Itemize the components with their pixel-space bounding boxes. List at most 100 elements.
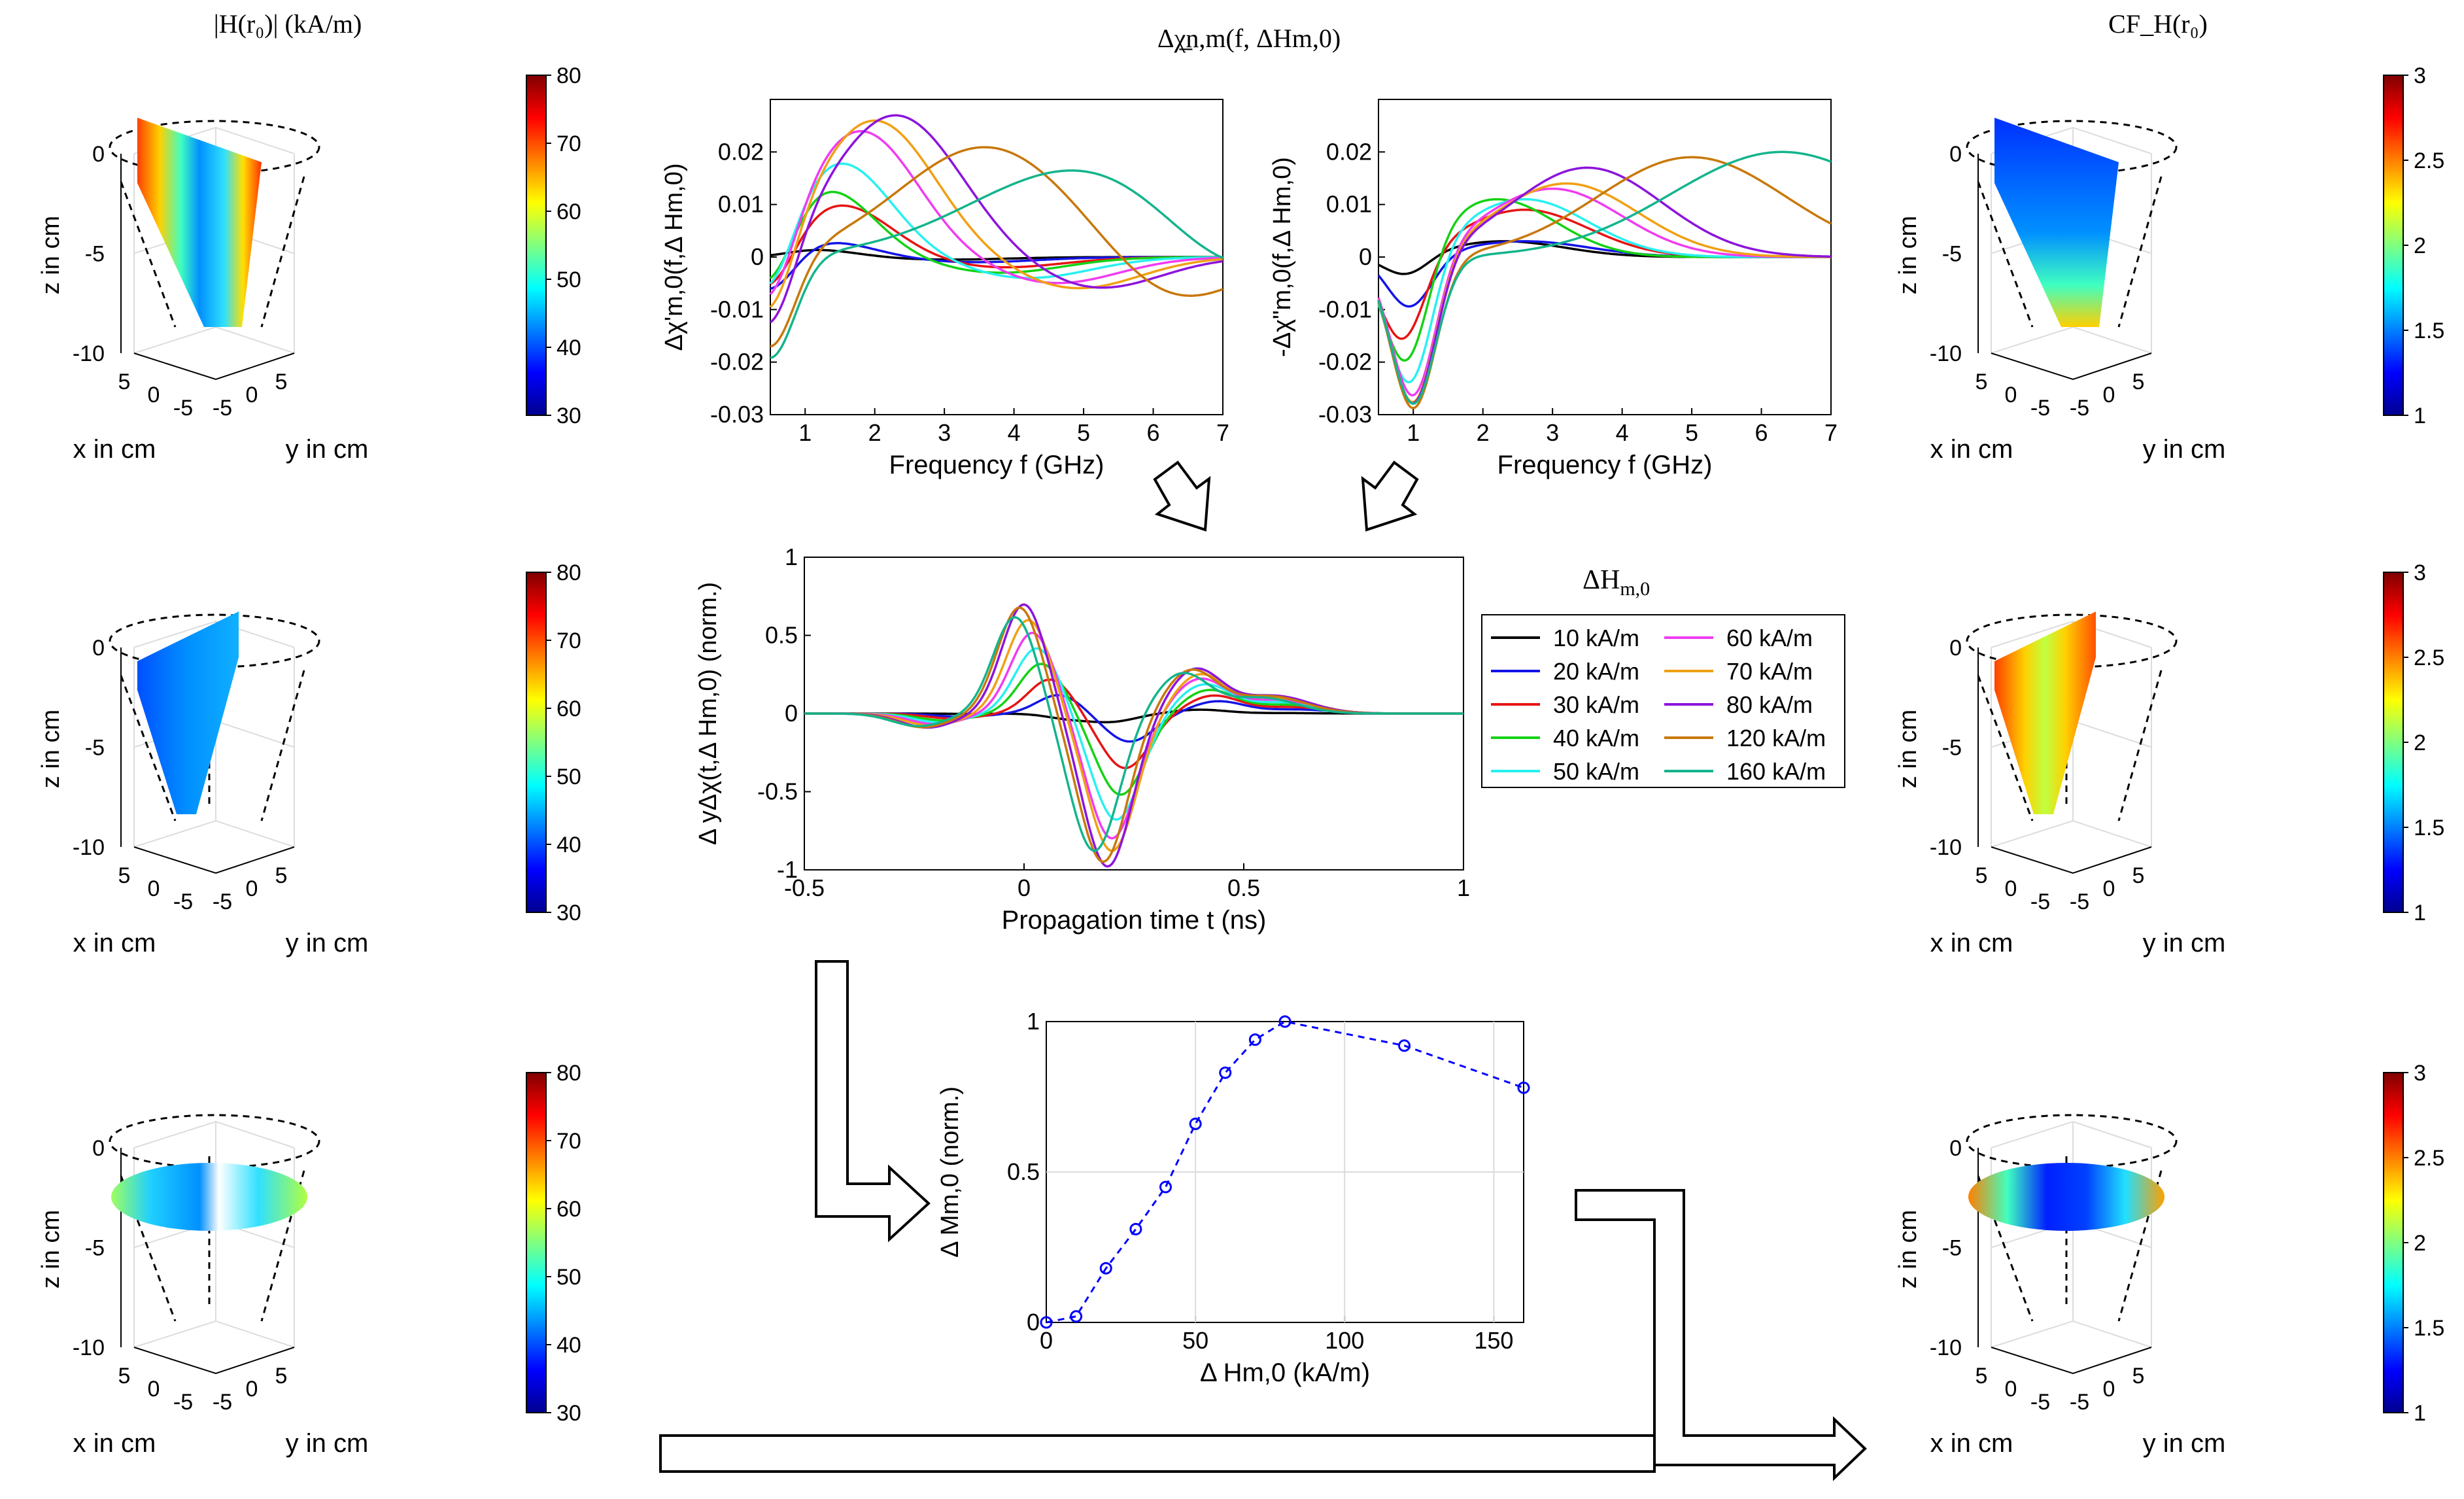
y-tick-label: -5 [2070, 1390, 2089, 1415]
series-line-60kAm [1377, 187, 1831, 397]
grid-level [1991, 1120, 2152, 1148]
y-tick-label: 0 [246, 876, 258, 901]
y-tick-label: 0 [785, 700, 798, 727]
series-line-40kAm [769, 190, 1223, 279]
data-point [1398, 1039, 1411, 1052]
series-line-120kAm [770, 146, 1223, 348]
x-axis-label: Δ Hm,0 (kA/m) [1200, 1358, 1370, 1387]
x-tick-label: 5 [118, 863, 131, 888]
colorbar-tick-label: 50 [556, 1265, 581, 1290]
y-tick-label: -0.02 [710, 349, 764, 375]
floor-axes [133, 353, 295, 381]
y-tick-label: -5 [2070, 396, 2089, 421]
legend-entry: 160 kA/m [1726, 758, 1826, 785]
x-tick-label: -5 [2030, 396, 2050, 421]
data-point [1517, 1081, 1530, 1094]
x-tick-label: 1 [1407, 419, 1420, 446]
x-tick-label: -5 [173, 1390, 193, 1415]
x-tick-label: 0 [1018, 874, 1031, 901]
chart-real-part: 1 2 3 4 5 6 7 0.02 0.01 0 -0.01 -0.02 -0.03 Frequency… [660, 99, 1229, 479]
z-tick-label: 0 [92, 142, 105, 167]
z-tick-label: -5 [1942, 1236, 1962, 1261]
floor-axes [133, 846, 295, 874]
z-axis-label: z in cm [37, 710, 65, 788]
x-axis-label: x in cm [1930, 1429, 2013, 1458]
data-point [1189, 1117, 1202, 1130]
y-tick-label: 0 [2103, 383, 2115, 407]
legend: ΔHm,0 10 kA/m 20 kA/m 30 kA/m 40 kA/m 50 kA/… [1481, 565, 1845, 788]
y-tick-label: -0.02 [1318, 349, 1372, 375]
colorbar-tick-label: 70 [556, 629, 581, 653]
x-tick-label: 7 [1824, 419, 1838, 446]
y-axis-label: Δ yΔχ(t,Δ Hm,0) (norm.) [694, 582, 722, 845]
x-tick-label: 3 [938, 419, 951, 446]
y-tick-label: 0 [246, 383, 258, 407]
y-tick-label: 0.5 [765, 622, 798, 649]
x-tick-label: 0 [148, 1377, 160, 1402]
colorbar-tick-label: 3 [2414, 1061, 2426, 1086]
colorbar-tick-label: 60 [556, 1197, 581, 1222]
y-tick-label: -0.03 [710, 401, 764, 428]
x-tick-label: 4 [1008, 419, 1021, 446]
z-tick-label: 0 [1949, 636, 1962, 661]
z-tick-label: 0 [92, 1136, 105, 1161]
x-tick-label: 0 [2005, 876, 2017, 901]
colorbar-h-1: 80 70 60 50 40 30 [526, 560, 581, 925]
grid-level [133, 1120, 295, 1148]
y-tick-label: 0 [751, 243, 764, 270]
y-tick-label: 0 [1027, 1309, 1040, 1335]
legend-entry: 50 kA/m [1553, 758, 1639, 785]
x-tick-label: 5 [1976, 863, 1988, 888]
x-tick-label: -5 [2030, 1390, 2050, 1415]
z-tick-label: -10 [1930, 1335, 1962, 1360]
colorbar-tick-label: 70 [556, 1129, 581, 1154]
x-tick-label: 2 [868, 419, 881, 446]
applicator-ellipse [1966, 1114, 2178, 1169]
colorbar-tick-label: 30 [556, 1401, 581, 1426]
y-tick-label: -5 [213, 396, 232, 421]
back-grid [1991, 1122, 2152, 1347]
chart-imag-part: 1 2 3 4 5 6 7 0.02 0.01 0 -0.01 -0.02 -0.03 Frequency… [1269, 99, 1838, 479]
floor-axes [1991, 1347, 2152, 1375]
x-tick-label: 0 [148, 876, 160, 901]
x-axis-label: Propagation time t (ns) [1002, 906, 1267, 935]
colorbar-tick-label: 1.5 [2414, 319, 2444, 343]
z-axis-label: z in cm [1894, 710, 1922, 788]
sagittal-slice [1994, 118, 2119, 327]
colorbar-tick-label: 30 [556, 901, 581, 925]
colorbar-tick-label: 1 [2414, 1401, 2426, 1426]
grid-level [133, 326, 295, 354]
x-tick-label: -5 [173, 396, 193, 421]
colorbar-tick-label: 1.5 [2414, 1316, 2444, 1341]
series-line-160kAm [1377, 150, 1832, 405]
y-tick-label: 5 [275, 1364, 288, 1388]
data-point [1099, 1262, 1112, 1275]
colorbar-tick-label: 1 [2414, 404, 2426, 428]
x-tick-label: 0 [2005, 383, 2017, 407]
grid-level [1991, 620, 2152, 648]
title-right: CF_H(r₀) [2108, 9, 2208, 39]
x-tick-label: 6 [1147, 419, 1160, 446]
arrow-magnetization-to-cf [1575, 1189, 1867, 1481]
colorbar-tick-label: 2 [2414, 731, 2426, 755]
y-tick-label: 0.02 [718, 138, 764, 165]
y-tick-label: 0.01 [1326, 191, 1372, 218]
x-axis-label: x in cm [73, 435, 156, 464]
colorbar-tick-label: 80 [556, 560, 581, 585]
arrow-time-to-magnetization [815, 960, 931, 1243]
data-point [1248, 1033, 1261, 1046]
colorbar-cf-0: 3 2.5 2 1.5 1 [2383, 63, 2444, 428]
chart-magnetization: 0 50 100 150 1 0.5 0 Δ Hm,0 (kA/m) Δ Mm,0 (norm.… [936, 1008, 1530, 1387]
colorbar-tick-label: 1 [2414, 901, 2426, 925]
z-tick-label: -10 [73, 341, 105, 366]
z-tick-label: 0 [92, 636, 105, 661]
legend-entry: 120 kA/m [1726, 725, 1826, 751]
x-axis-label: Frequency f (GHz) [1497, 451, 1713, 479]
x-tick-label: 6 [1755, 419, 1768, 446]
arrow-imag-to-time [1361, 460, 1419, 532]
y-axis-label: y in cm [2143, 1429, 2226, 1458]
